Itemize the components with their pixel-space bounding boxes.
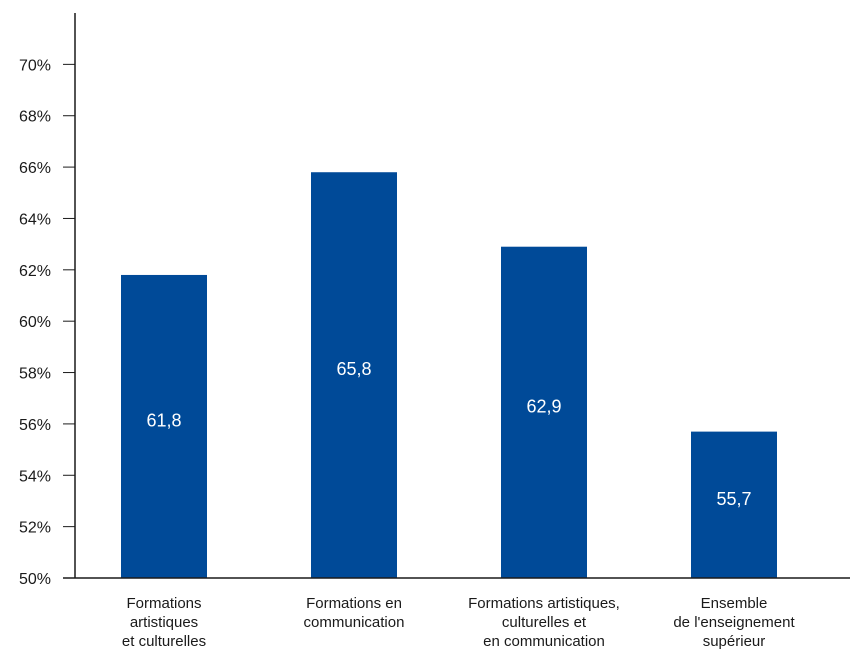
bar — [691, 431, 777, 578]
category-label: Formations artistiques et culturelles — [122, 595, 206, 650]
y-tick-label: 56% — [19, 417, 51, 434]
y-tick-label: 68% — [19, 109, 51, 126]
data-label: 55,7 — [716, 489, 751, 509]
y-tick-label: 54% — [19, 468, 51, 485]
category-label: Formations artistiques, culturelles et en … — [468, 595, 620, 650]
y-tick-label: 52% — [19, 520, 51, 537]
data-label: 61,8 — [146, 410, 181, 430]
bar — [121, 274, 207, 578]
data-label: 65,8 — [336, 359, 371, 379]
y-tick-label: 64% — [19, 211, 51, 228]
category-label: Ensemble de l'enseignement supérieur — [673, 595, 795, 650]
category-label: Formations en communication — [304, 595, 405, 631]
y-tick-label: 62% — [19, 263, 51, 280]
x-axis: Formations artistiques et culturelles Forma… — [63, 577, 850, 650]
y-tick-label: 58% — [19, 366, 51, 383]
y-tick-label: 70% — [19, 57, 51, 74]
y-axis: 50% 52% 54% 56% 58% 60% 62% 64% 66% 68% 70% — [19, 13, 76, 588]
data-label: 62,9 — [526, 396, 561, 416]
bars: 61,8 65,8 62,9 55,7 — [121, 172, 777, 579]
y-tick-label: 66% — [19, 160, 51, 177]
y-tick-label: 50% — [19, 571, 51, 588]
y-tick-label: 60% — [19, 314, 51, 331]
bar — [501, 246, 587, 579]
bar — [311, 172, 397, 578]
